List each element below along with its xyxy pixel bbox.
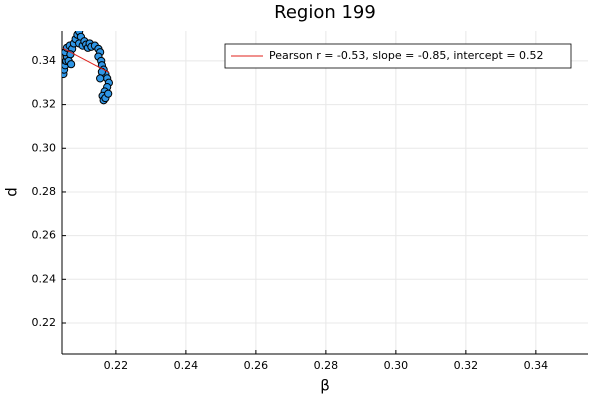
legend-box xyxy=(224,43,572,69)
y-tick-label: 0.26 xyxy=(32,229,57,242)
legend-label: Pearson r = -0.53, slope = -0.85, interc… xyxy=(269,49,544,62)
x-tick-label: 0.34 xyxy=(524,359,549,372)
y-tick-label: 0.32 xyxy=(32,98,57,111)
y-tick-label: 0.22 xyxy=(32,316,57,329)
x-axis-label: β xyxy=(320,377,330,395)
x-tick-label: 0.24 xyxy=(174,359,199,372)
x-tick-label: 0.32 xyxy=(454,359,479,372)
fit-line xyxy=(63,48,110,73)
plot-area xyxy=(62,31,113,105)
point xyxy=(96,74,105,83)
y-tick-label: 0.34 xyxy=(32,54,57,67)
x-tick-label: 0.26 xyxy=(244,359,269,372)
x-tick-label: 0.22 xyxy=(104,359,129,372)
x-tick-label: 0.28 xyxy=(314,359,339,372)
x-tick-label: 0.30 xyxy=(384,359,409,372)
point xyxy=(66,60,76,69)
legend: Pearson r = -0.53, slope = -0.85, interc… xyxy=(224,43,572,69)
point xyxy=(104,89,113,98)
chart-title: Region 199 xyxy=(274,2,376,23)
y-tick-label: 0.24 xyxy=(32,272,57,285)
y-tick-label: 0.28 xyxy=(32,185,57,198)
y-axis-label: d xyxy=(3,187,21,197)
y-tick-label: 0.30 xyxy=(32,141,57,154)
